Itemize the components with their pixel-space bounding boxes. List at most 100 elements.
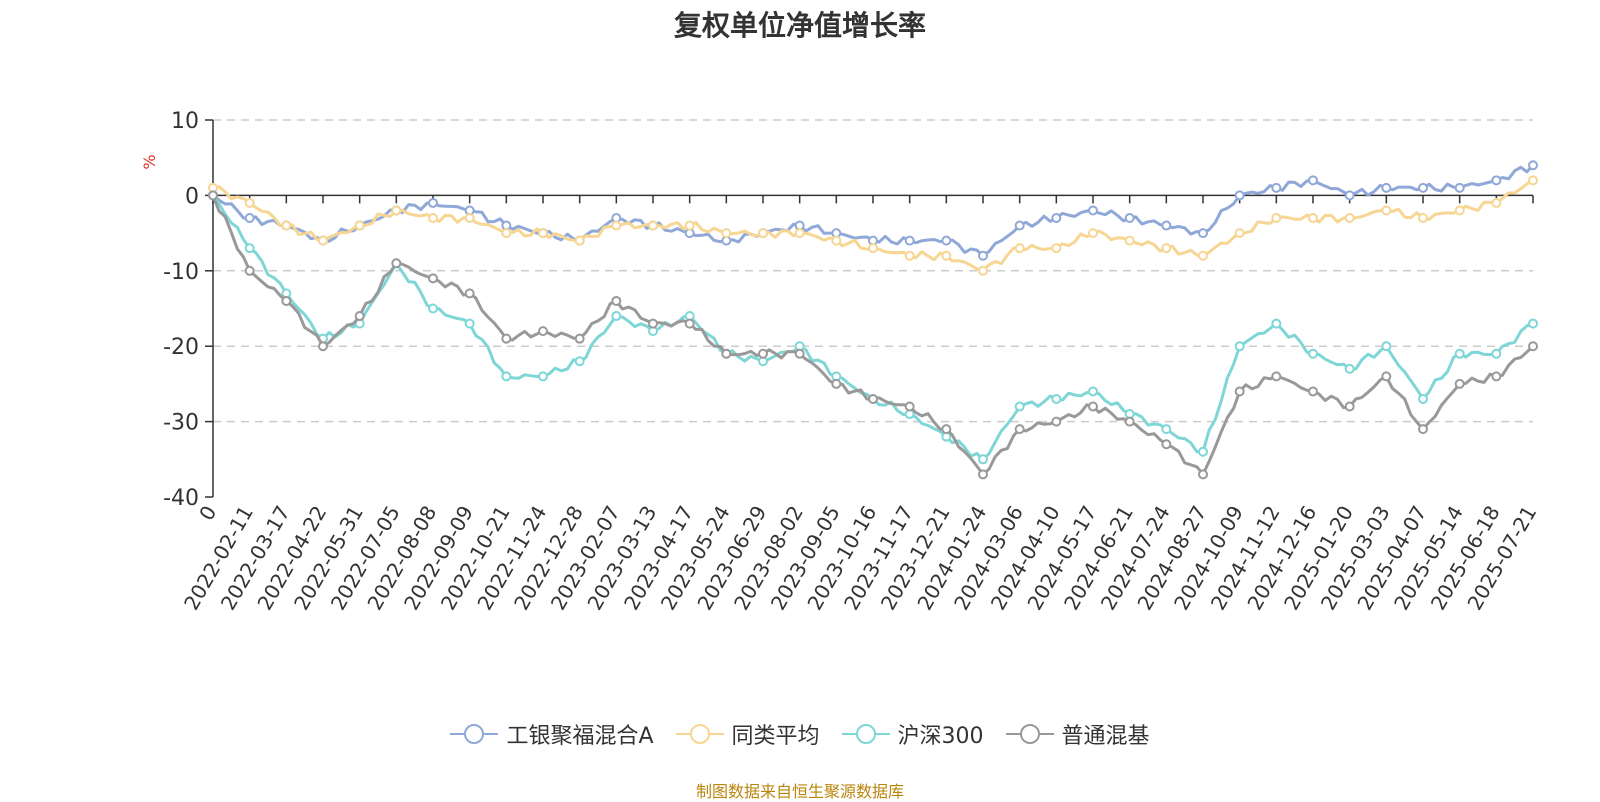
- chart-title: 复权单位净值增长率: [673, 9, 926, 42]
- legend: 工银聚福混合A 同类平均 沪深300 普通混基: [0, 718, 1600, 750]
- source-note: 制图数据来自恒生聚源数据库: [695, 782, 904, 801]
- data-point: [721, 348, 732, 359]
- data-point: [904, 250, 915, 261]
- y-tick-label: -40: [163, 486, 199, 511]
- data-point: [1308, 386, 1318, 397]
- data-point: [1014, 401, 1025, 412]
- data-point: [1344, 213, 1355, 224]
- data-point: [1381, 341, 1392, 352]
- data-point: [464, 318, 475, 329]
- data-point: [1381, 205, 1392, 216]
- legend-swatch: [450, 724, 499, 744]
- y-tick-label: -30: [163, 411, 199, 436]
- data-point: [391, 258, 402, 269]
- data-point: [684, 220, 695, 231]
- data-point: [758, 228, 768, 239]
- legend-item[interactable]: 同类平均: [675, 718, 820, 750]
- data-point: [1271, 213, 1282, 224]
- data-point: [794, 228, 805, 239]
- data-point: [868, 243, 878, 254]
- data-point: [1308, 213, 1318, 224]
- data-point: [318, 235, 328, 246]
- data-point: [428, 213, 438, 224]
- data-point: [1234, 386, 1245, 397]
- data-point: [1491, 348, 1502, 359]
- data-point: [1271, 182, 1282, 193]
- legend-label: 沪深300: [897, 724, 984, 749]
- data-point: [354, 311, 365, 322]
- data-point: [1051, 393, 1062, 404]
- legend-label: 工银聚福混合A: [506, 724, 654, 749]
- data-point: [1198, 469, 1208, 480]
- axes: 100-10-20-30-4002022-02-112022-03-172022…: [163, 109, 1541, 614]
- data-point: [941, 250, 952, 261]
- data-point: [1491, 371, 1502, 382]
- data-point: [1528, 160, 1538, 171]
- legend-item[interactable]: 普通混基: [1005, 718, 1150, 750]
- data-point: [1454, 205, 1465, 216]
- data-point: [244, 243, 255, 254]
- data-point: [1124, 213, 1135, 224]
- data-point: [1528, 318, 1538, 329]
- data-point: [354, 220, 365, 231]
- data-point: [281, 295, 292, 306]
- data-point: [1014, 243, 1025, 254]
- data-point: [428, 197, 438, 208]
- data-point: [574, 356, 585, 367]
- data-point: [391, 205, 402, 216]
- data-point: [1528, 341, 1538, 352]
- data-point: [868, 393, 878, 404]
- data-point: [1491, 175, 1502, 186]
- data-point: [758, 348, 768, 359]
- data-point: [1418, 393, 1428, 404]
- data-point: [428, 273, 438, 284]
- data-point: [208, 190, 218, 201]
- data-point: [1344, 401, 1355, 412]
- data-point: [538, 371, 548, 382]
- data-point: [538, 326, 548, 337]
- legend-swatch-marker: [855, 724, 876, 744]
- data-point: [978, 250, 988, 261]
- data-point: [281, 220, 292, 231]
- data-point: [318, 341, 328, 352]
- data-point: [941, 424, 952, 435]
- legend-item[interactable]: 工银聚福混合A: [450, 718, 654, 750]
- data-point: [1271, 318, 1282, 329]
- data-point: [501, 371, 512, 382]
- data-point: [1088, 401, 1098, 412]
- data-point: [904, 235, 915, 246]
- data-point: [1051, 213, 1062, 224]
- legend-label: 普通混基: [1061, 724, 1150, 749]
- y-tick-label: -10: [163, 260, 199, 285]
- data-point: [1198, 228, 1208, 239]
- data-point: [1088, 228, 1098, 239]
- data-point: [611, 295, 622, 306]
- data-point: [1161, 439, 1172, 450]
- series-line: [212, 179, 1534, 273]
- legend-swatch: [675, 724, 724, 744]
- data-point: [464, 288, 475, 299]
- data-point: [684, 318, 695, 329]
- data-point: [904, 401, 915, 412]
- data-point: [501, 228, 512, 239]
- data-point: [1271, 371, 1282, 382]
- data-point: [1051, 243, 1062, 254]
- data-point: [1234, 190, 1245, 201]
- data-point: [831, 235, 842, 246]
- data-point: [1308, 348, 1318, 359]
- data-point: [1088, 386, 1098, 397]
- legend-item[interactable]: 沪深300: [841, 718, 984, 750]
- legend-swatch-marker: [464, 724, 485, 744]
- data-point: [1418, 182, 1428, 193]
- data-point: [1161, 243, 1172, 254]
- data-point: [978, 265, 988, 276]
- data-point: [978, 469, 988, 480]
- data-point: [1528, 175, 1538, 186]
- data-point: [428, 303, 438, 314]
- data-point: [978, 454, 988, 465]
- data-point: [1454, 378, 1465, 389]
- data-point: [1234, 341, 1245, 352]
- data-point: [1308, 175, 1318, 186]
- legend-swatch: [1005, 724, 1054, 744]
- data-point: [1051, 416, 1062, 427]
